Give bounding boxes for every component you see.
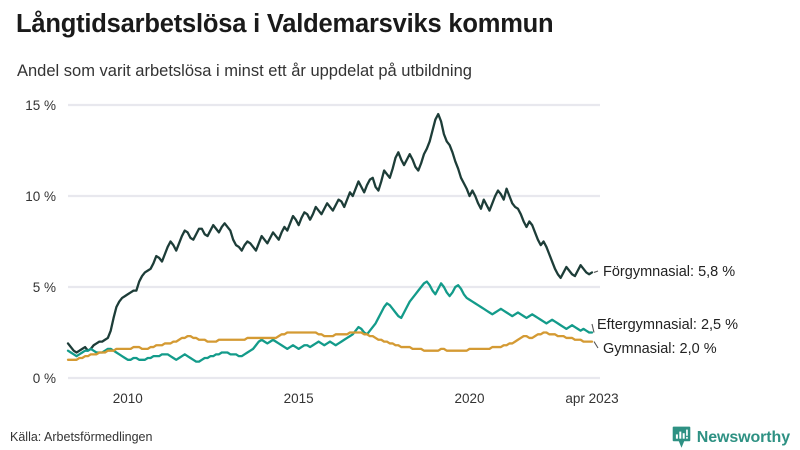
- y-axis-tick-label: 0 %: [33, 371, 56, 386]
- x-axis-tick-label: 2015: [284, 391, 314, 406]
- x-axis-tick-label: apr 2023: [565, 391, 618, 406]
- series-line-förgymnasial: [66, 112, 594, 354]
- series-line-eftergymnasial: [66, 280, 594, 363]
- brand-logo: Newsworthy: [672, 426, 790, 449]
- x-axis-tick-label: 2010: [113, 391, 143, 406]
- x-axis-tick-label: 2020: [455, 391, 485, 406]
- label-connector: [591, 323, 595, 333]
- page-title: Långtidsarbetslösa i Valdemarsviks kommu…: [16, 10, 554, 38]
- series-end-label-gymnasial: Gymnasial: 2,0 %: [603, 341, 717, 357]
- y-axis-tick-label: 10 %: [25, 189, 56, 204]
- brand-name: Newsworthy: [696, 428, 790, 446]
- series-line-gymnasial: [66, 331, 594, 361]
- y-axis-tick-label: 5 %: [33, 280, 56, 295]
- y-axis-tick-label: 15 %: [25, 98, 56, 113]
- newsworthy-pin-icon: [672, 426, 691, 448]
- label-connector: [593, 270, 599, 273]
- source-note: Källa: Arbetsförmedlingen: [10, 430, 153, 444]
- series-end-label-eftergymnasial: Eftergymnasial: 2,5 %: [597, 317, 738, 333]
- label-connector: [593, 341, 599, 349]
- series-end-label-forgymnasial: Förgymnasial: 5,8 %: [603, 264, 735, 280]
- page-subtitle: Andel som varit arbetslösa i minst ett å…: [17, 62, 472, 80]
